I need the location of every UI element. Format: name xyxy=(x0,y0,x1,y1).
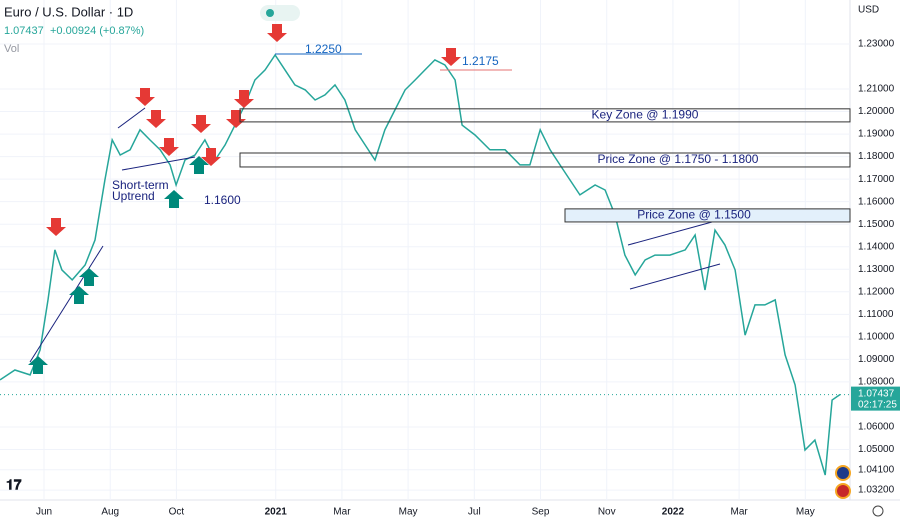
volume-label: Vol xyxy=(4,43,19,55)
y-tick-label: 1.17000 xyxy=(858,174,895,185)
annotation: Short-term xyxy=(112,178,169,192)
x-tick-label: Sep xyxy=(532,507,550,518)
y-tick-label: 1.12000 xyxy=(858,286,895,297)
y-tick-label: 1.16000 xyxy=(858,196,895,207)
overlay: Key Zone @ 1.1990 Price Zone @ 1.1750 - 1… xyxy=(112,42,851,223)
price-line xyxy=(0,53,841,476)
x-tick-label: Mar xyxy=(333,507,351,518)
y-tick-label: 1.09000 xyxy=(858,354,895,365)
annotation: 1.2250 xyxy=(305,42,342,56)
arrow-down xyxy=(146,110,166,128)
trendline xyxy=(121,156,196,171)
arrow-up xyxy=(79,268,99,286)
x-tick-label: Nov xyxy=(598,507,616,518)
arrow-down xyxy=(191,115,211,133)
arrow-down xyxy=(441,48,461,66)
last-price: 1.07437 xyxy=(4,25,44,37)
price-zone xyxy=(564,208,851,223)
arrow-up xyxy=(28,356,48,374)
x-tick-label: May xyxy=(399,507,418,518)
x-tick-label: 2021 xyxy=(265,507,288,518)
y-tick-label: 1.08000 xyxy=(858,377,895,388)
price-change: +0.00924 (+0.87%) xyxy=(50,25,144,37)
last-price-tag xyxy=(851,386,900,411)
last-price-label: 1.07437 xyxy=(858,388,895,399)
logo: 𝟏𝟕 xyxy=(6,477,22,493)
status-dot xyxy=(266,9,274,17)
zone-label: Key Zone @ 1.1990 xyxy=(592,108,699,122)
y-tick-label: 1.11000 xyxy=(858,309,894,320)
x-tick-label: May xyxy=(796,507,815,518)
arrow-down xyxy=(46,218,66,236)
currency: USD xyxy=(858,5,879,16)
y-tick-label: 1.13000 xyxy=(858,264,895,275)
zone-label: Price Zone @ 1.1500 xyxy=(637,208,751,222)
y-tick-label: 1.23000 xyxy=(858,39,895,50)
annotation: Uptrend xyxy=(112,189,155,203)
x-tick-label: Jun xyxy=(36,507,52,518)
plot xyxy=(0,0,850,500)
y-tick-label: 1.05000 xyxy=(858,444,895,455)
arrow-down xyxy=(201,148,221,166)
arrow-down xyxy=(226,110,246,128)
arrow-up xyxy=(189,156,209,174)
x-tick-label: Aug xyxy=(101,507,119,518)
y-tick-label: 1.21000 xyxy=(858,84,895,95)
arrow-up xyxy=(69,286,89,304)
y-tick-label: 1.20000 xyxy=(858,106,895,117)
settings-icon[interactable] xyxy=(872,505,884,517)
price-zone xyxy=(239,152,851,168)
channel-line xyxy=(627,221,713,246)
zone-label: Price Zone @ 1.1750 - 1.1800 xyxy=(598,152,759,166)
symbol: Euro / U.S. Dollar · 1D xyxy=(4,4,133,19)
y-tick-label: 1.10000 xyxy=(858,332,895,343)
y-tick-label: 1.14000 xyxy=(858,241,895,252)
x-tick-label: Jul xyxy=(468,507,481,518)
trendline xyxy=(117,107,146,129)
x-tick-label: Oct xyxy=(169,507,185,518)
y-tick-label: 1.15000 xyxy=(858,219,895,230)
arrow-down xyxy=(267,24,287,42)
channel-line xyxy=(629,263,721,290)
arrow-down xyxy=(135,88,155,106)
x-tick-label: 2022 xyxy=(662,507,685,518)
y-tick-label: 1.19000 xyxy=(858,129,895,140)
eu-flag xyxy=(835,465,851,481)
sell-arrows xyxy=(46,24,461,236)
y-tick-label: 1.03200 xyxy=(858,485,895,496)
y-tick-label: 1.06000 xyxy=(858,422,895,433)
buy-arrows xyxy=(28,156,209,374)
trendlines xyxy=(29,53,721,363)
x-tick-label: Mar xyxy=(730,507,748,518)
arrow-down xyxy=(159,138,179,156)
annotation: 1.1600 xyxy=(204,193,241,207)
annotation: 1.2175 xyxy=(462,54,499,68)
y-tick-label: 1.04100 xyxy=(858,464,895,475)
y-tick-label: 1.18000 xyxy=(858,151,895,162)
arrow-down xyxy=(234,90,254,108)
arrow-up xyxy=(164,190,184,208)
price-zone xyxy=(239,108,851,123)
countdown: 02:17:25 xyxy=(858,399,897,410)
trendline xyxy=(29,245,104,363)
us-flag xyxy=(835,483,851,499)
